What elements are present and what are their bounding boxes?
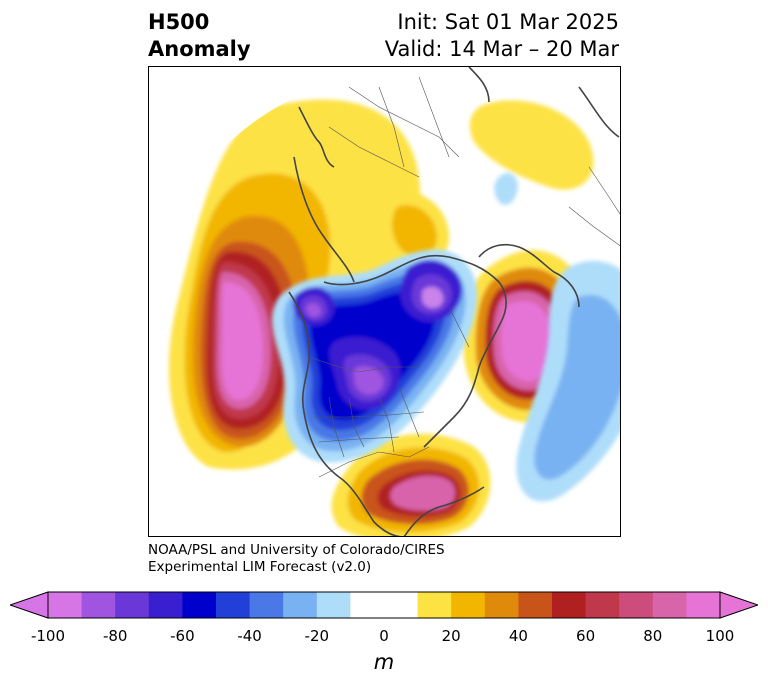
colorbar-tick-label: 80 xyxy=(643,627,663,645)
credit-line-2: Experimental LIM Forecast (v2.0) xyxy=(148,559,372,575)
country-borders xyxy=(308,76,620,478)
colorbar-cell xyxy=(417,592,452,618)
colorbar-cell xyxy=(249,592,284,618)
colorbar-tick-label: -80 xyxy=(102,627,128,645)
colorbar-cell xyxy=(148,592,183,618)
valid-range: Valid: 14 Mar – 20 Mar xyxy=(384,37,619,61)
credit-text: NOAA/PSL and University of Colorado/CIRE… xyxy=(148,542,445,576)
colorbar-tick-label: 40 xyxy=(508,627,528,645)
colorbar-cell xyxy=(48,592,83,618)
colorbar-cell xyxy=(484,592,519,618)
colorbar-cell xyxy=(216,592,251,618)
title-line-1: H500 xyxy=(148,10,210,34)
colorbar-tick-label: -100 xyxy=(30,627,66,645)
colorbar-cell xyxy=(384,592,419,618)
map-title: H500 Anomaly xyxy=(148,9,251,63)
colorbar-cell xyxy=(552,592,587,618)
colorbar-unit-label: m xyxy=(373,650,395,674)
arctic-high xyxy=(381,100,594,266)
colorbar-cell xyxy=(316,592,351,618)
colorbar-cell xyxy=(652,592,687,618)
colorbar-cell xyxy=(619,592,654,618)
map-canvas xyxy=(169,67,620,536)
colorbar-over-arrow xyxy=(719,591,758,619)
forecast-dates: Init: Sat 01 Mar 2025 Valid: 14 Mar – 20… xyxy=(385,9,619,63)
colorbar-cell xyxy=(115,592,150,618)
colorbar-under-arrow xyxy=(10,591,49,619)
colorbar-cell xyxy=(81,592,116,618)
colorbar-tick-label: -20 xyxy=(304,627,330,645)
colorbar-cell xyxy=(182,592,217,618)
init-date: Init: Sat 01 Mar 2025 xyxy=(397,10,619,34)
coastlines xyxy=(288,67,620,536)
colorbar-cell xyxy=(518,592,553,618)
colorbar-tick-label: 60 xyxy=(576,627,596,645)
north-america-trough xyxy=(272,249,478,463)
colorbar-tick-label: -40 xyxy=(237,627,262,645)
southeast-us-high xyxy=(331,433,491,536)
colorbar-cell xyxy=(283,592,318,618)
colorbar-tick-label: 0 xyxy=(379,627,389,645)
north-pacific-high xyxy=(169,99,421,470)
colorbar-cell xyxy=(585,592,620,618)
colorbar-cell xyxy=(451,592,486,618)
colorbar-tick-label: 100 xyxy=(705,627,735,645)
anomaly-map xyxy=(148,66,621,537)
credit-line-1: NOAA/PSL and University of Colorado/CIRE… xyxy=(148,542,445,558)
colorbar-tick-label: -60 xyxy=(170,627,195,645)
colorbar xyxy=(10,591,758,619)
atlantic-trough xyxy=(494,172,620,502)
colorbar-frame xyxy=(47,591,721,619)
colorbar-cell xyxy=(350,592,385,618)
title-line-2: Anomaly xyxy=(148,37,251,61)
colorbar-tick-label: 20 xyxy=(441,627,461,645)
colorbar-cell xyxy=(686,592,721,618)
